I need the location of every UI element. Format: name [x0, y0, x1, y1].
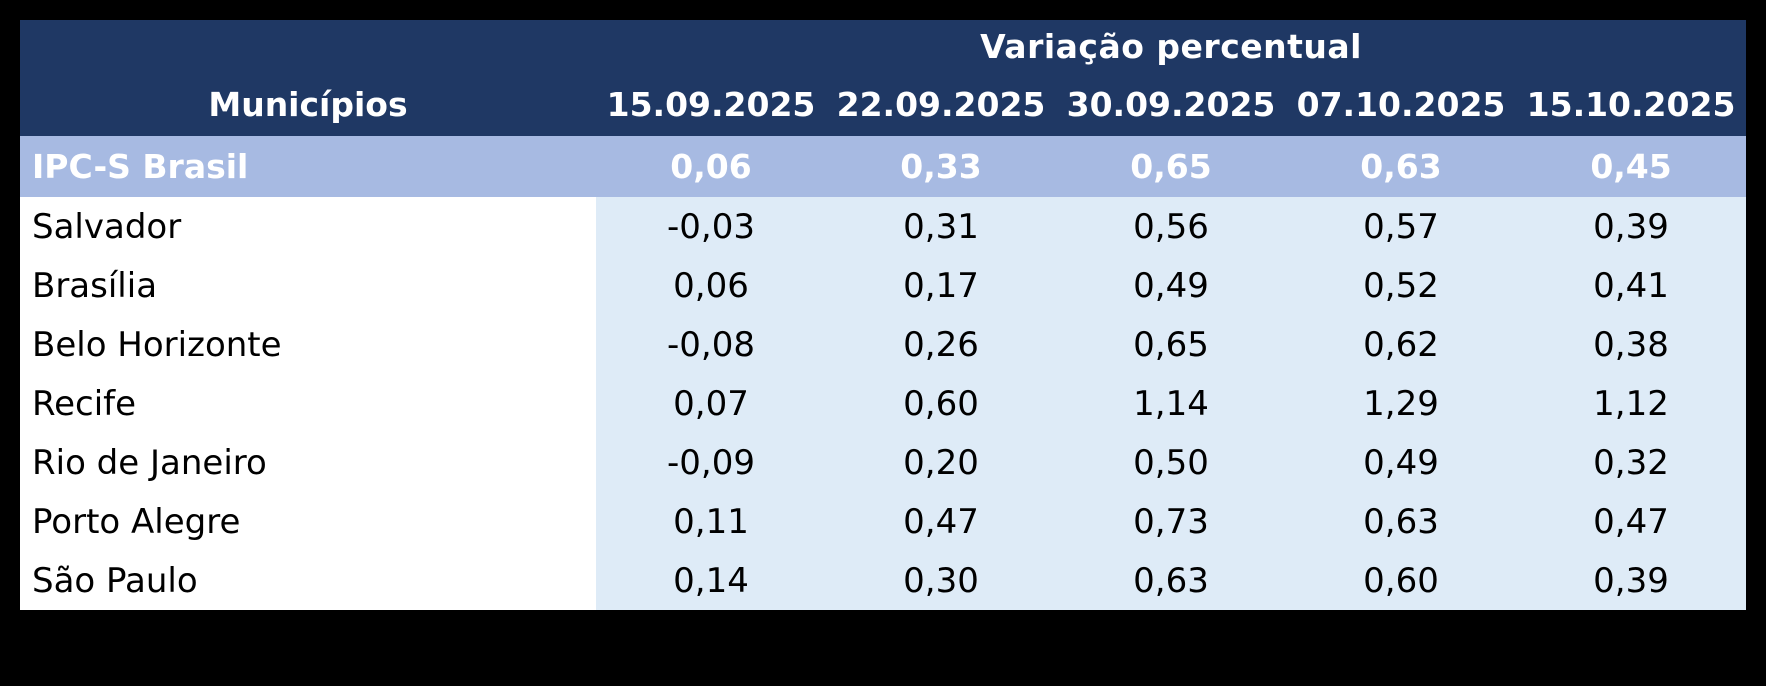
row-label: Belo Horizonte — [20, 315, 596, 374]
column-header-date: 30.09.2025 — [1056, 72, 1286, 136]
row-label: Salvador — [20, 197, 596, 256]
value-cell: -0,09 — [596, 433, 826, 492]
column-header-row: Municípios 15.09.2025 22.09.2025 30.09.202… — [20, 72, 1747, 136]
value-cell: 0,50 — [1056, 433, 1286, 492]
value-cell: 0,06 — [596, 136, 826, 197]
table-row: São Paulo 0,14 0,30 0,63 0,60 0,39 — [20, 551, 1747, 610]
group-header-variacao-percentual: Variação percentual — [596, 20, 1747, 72]
value-cell: 0,60 — [826, 374, 1056, 433]
value-cell: 0,20 — [826, 433, 1056, 492]
value-cell: 0,39 — [1516, 197, 1747, 256]
value-cell: 0,11 — [596, 492, 826, 551]
row-label: Brasília — [20, 256, 596, 315]
ipcs-variation-table: Variação percentual Municípios 15.09.202… — [20, 20, 1747, 610]
value-cell: 1,29 — [1286, 374, 1516, 433]
value-cell: 0,57 — [1286, 197, 1516, 256]
row-label: IPC-S Brasil — [20, 136, 596, 197]
column-header-date: 22.09.2025 — [826, 72, 1056, 136]
value-cell: 0,32 — [1516, 433, 1747, 492]
value-cell: 0,73 — [1056, 492, 1286, 551]
value-cell: 0,56 — [1056, 197, 1286, 256]
value-cell: 0,63 — [1056, 551, 1286, 610]
value-cell: 0,65 — [1056, 136, 1286, 197]
value-cell: 0,65 — [1056, 315, 1286, 374]
table-row: Belo Horizonte -0,08 0,26 0,65 0,62 0,38 — [20, 315, 1747, 374]
column-header-municipios: Municípios — [20, 72, 596, 136]
value-cell: 0,06 — [596, 256, 826, 315]
value-cell: 0,49 — [1056, 256, 1286, 315]
value-cell: 0,31 — [826, 197, 1056, 256]
value-cell: 0,52 — [1286, 256, 1516, 315]
value-cell: 0,49 — [1286, 433, 1516, 492]
value-cell: 0,63 — [1286, 136, 1516, 197]
value-cell: -0,08 — [596, 315, 826, 374]
table-header: Variação percentual Municípios 15.09.202… — [20, 20, 1747, 136]
value-cell: 0,47 — [826, 492, 1056, 551]
row-label: Porto Alegre — [20, 492, 596, 551]
table-row: Porto Alegre 0,11 0,47 0,73 0,63 0,47 — [20, 492, 1747, 551]
value-cell: 0,63 — [1286, 492, 1516, 551]
value-cell: 1,14 — [1056, 374, 1286, 433]
value-cell: 0,33 — [826, 136, 1056, 197]
value-cell: 0,47 — [1516, 492, 1747, 551]
table-row: Rio de Janeiro -0,09 0,20 0,50 0,49 0,32 — [20, 433, 1747, 492]
group-header-row: Variação percentual — [20, 20, 1747, 72]
column-header-date: 15.10.2025 — [1516, 72, 1747, 136]
table-row: Brasília 0,06 0,17 0,49 0,52 0,41 — [20, 256, 1747, 315]
table-row: Recife 0,07 0,60 1,14 1,29 1,12 — [20, 374, 1747, 433]
row-label: Recife — [20, 374, 596, 433]
value-cell: 0,30 — [826, 551, 1056, 610]
column-header-date: 07.10.2025 — [1286, 72, 1516, 136]
value-cell: 0,39 — [1516, 551, 1747, 610]
value-cell: 0,17 — [826, 256, 1056, 315]
value-cell: 0,60 — [1286, 551, 1516, 610]
value-cell: -0,03 — [596, 197, 826, 256]
value-cell: 0,26 — [826, 315, 1056, 374]
value-cell: 1,12 — [1516, 374, 1747, 433]
table-row: Salvador -0,03 0,31 0,56 0,57 0,39 — [20, 197, 1747, 256]
row-label: Rio de Janeiro — [20, 433, 596, 492]
header-spacer — [20, 20, 596, 72]
row-label: São Paulo — [20, 551, 596, 610]
value-cell: 0,62 — [1286, 315, 1516, 374]
value-cell: 0,41 — [1516, 256, 1747, 315]
value-cell: 0,38 — [1516, 315, 1747, 374]
value-cell: 0,07 — [596, 374, 826, 433]
summary-row-ipcs-brasil: IPC-S Brasil 0,06 0,33 0,65 0,63 0,45 — [20, 136, 1747, 197]
value-cell: 0,45 — [1516, 136, 1747, 197]
column-header-date: 15.09.2025 — [596, 72, 826, 136]
value-cell: 0,14 — [596, 551, 826, 610]
table-body: IPC-S Brasil 0,06 0,33 0,65 0,63 0,45 Salvador… — [20, 136, 1747, 610]
